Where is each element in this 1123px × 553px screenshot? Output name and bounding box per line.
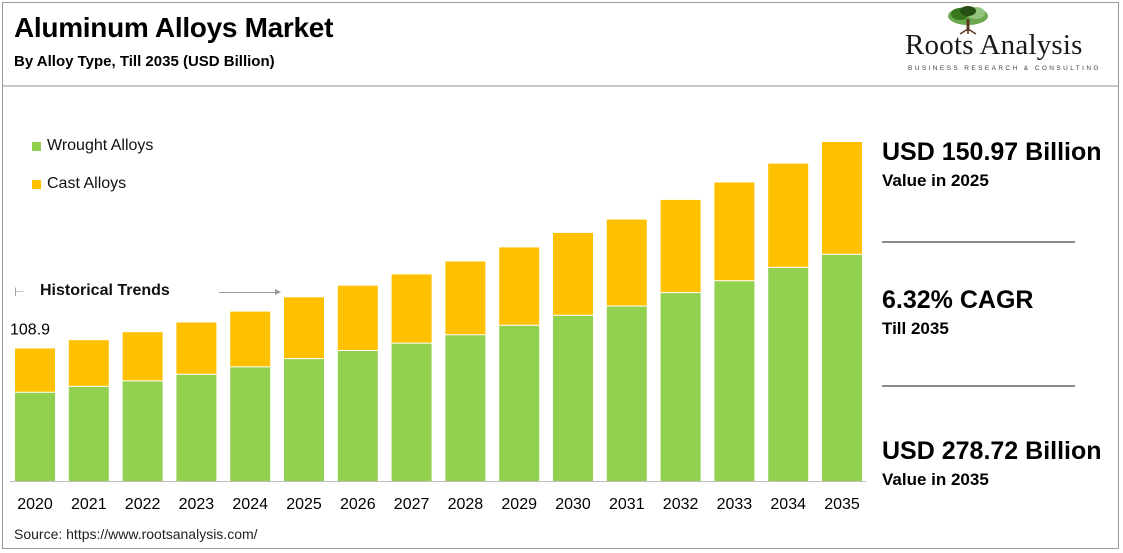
- bar-cast-2032: [660, 199, 701, 293]
- x-tick-label-2028: 2028: [448, 496, 484, 513]
- x-tick-label-2024: 2024: [232, 496, 268, 513]
- stat-value-2035: USD 278.72 Billion: [882, 437, 1102, 465]
- bar-cast-2031: [606, 219, 647, 306]
- x-tick-label-2031: 2031: [609, 496, 645, 513]
- data-labels: 108.9: [10, 322, 50, 339]
- legend-swatch-cast: [32, 179, 41, 189]
- bar-cast-2023: [176, 322, 217, 375]
- stat-caption-2035: Value in 2035: [882, 470, 989, 489]
- bar-cast-2021: [68, 340, 109, 387]
- x-tick-label-2033: 2033: [717, 496, 753, 513]
- x-tick-label-2029: 2029: [501, 496, 537, 513]
- bar-wrought-2020: [15, 392, 55, 481]
- stat-divider-2: [882, 385, 1075, 387]
- stat-block-2035: USD 278.72 Billion Value in 2035: [882, 437, 1102, 490]
- bar-wrought-2024: [230, 366, 271, 481]
- bar-cast-2026: [337, 285, 378, 351]
- bar-wrought-2021: [68, 386, 109, 481]
- legend-item-cast: Cast Alloys: [32, 174, 153, 194]
- bar-wrought-2031: [606, 306, 647, 481]
- bar-wrought-2022: [122, 380, 163, 481]
- stat-value-cagr: 6.32% CAGR: [882, 286, 1034, 314]
- bar-cast-2024: [230, 311, 271, 367]
- x-tick-label-2034: 2034: [770, 496, 806, 513]
- data-label-2020: 108.9: [10, 322, 50, 339]
- stat-caption-cagr: Till 2035: [882, 319, 949, 338]
- bar-wrought-2035: [822, 254, 862, 481]
- x-tick-label-2022: 2022: [125, 496, 161, 513]
- x-tick-label-2025: 2025: [286, 496, 322, 513]
- x-tick-label-2023: 2023: [179, 496, 215, 513]
- tree-icon: [948, 6, 988, 35]
- bar-wrought-2032: [660, 292, 701, 481]
- bar-cast-2033: [714, 182, 755, 281]
- bar-wrought-2034: [768, 267, 809, 481]
- roots-analysis-logo: Roots Analysis BUSINESS RESEARCH & CONSU…: [905, 5, 1110, 77]
- chart-legend: Wrought Alloys Cast Alloys: [32, 136, 153, 212]
- x-tick-label-2026: 2026: [340, 496, 376, 513]
- stat-value-2025: USD 150.97 Billion: [882, 138, 1102, 166]
- historical-start-marker: ⊢: [14, 285, 25, 299]
- stat-block-cagr: 6.32% CAGR Till 2035: [882, 286, 1033, 339]
- bar-cast-2020: [15, 348, 55, 393]
- bar-wrought-2029: [499, 325, 540, 481]
- legend-label-cast: Cast Alloys: [47, 175, 127, 192]
- page-title: Aluminum Alloys Market: [14, 12, 334, 43]
- x-tick-label-2030: 2030: [555, 496, 591, 513]
- bar-wrought-2026: [337, 350, 378, 481]
- logo-tagline: BUSINESS RESEARCH & CONSULTING: [908, 65, 1101, 72]
- stat-block-2025: USD 150.97 Billion Value in 2025: [882, 138, 1102, 191]
- bar-cast-2035: [822, 142, 862, 255]
- stat-caption-2025: Value in 2025: [882, 171, 989, 190]
- header-divider: [3, 85, 1118, 87]
- bar-wrought-2030: [553, 315, 593, 481]
- bar-wrought-2033: [714, 280, 755, 481]
- bar-wrought-2025: [284, 358, 324, 481]
- bar-cast-2034: [768, 163, 809, 268]
- legend-item-wrought: Wrought Alloys: [32, 136, 153, 156]
- bar-cast-2030: [553, 232, 593, 316]
- bar-cast-2027: [391, 274, 432, 344]
- logo-name: Roots Analysis: [905, 29, 1083, 61]
- bar-wrought-2028: [445, 334, 486, 481]
- stat-divider-1: [882, 241, 1075, 243]
- bar-cast-2028: [445, 261, 486, 335]
- bar-cast-2022: [122, 332, 163, 381]
- bar-wrought-2023: [176, 374, 217, 481]
- bar-group: [10, 142, 866, 482]
- bar-cast-2029: [499, 247, 540, 326]
- x-tick-label-2021: 2021: [71, 496, 107, 513]
- x-axis-tick-labels: 2020 2021 2022 2023 2024 2025 2026 2027 2028 2029…: [17, 496, 860, 513]
- bar-wrought-2027: [391, 343, 432, 481]
- bar-cast-2025: [284, 297, 324, 359]
- legend-swatch-wrought: [32, 141, 41, 151]
- x-tick-label-2035: 2035: [824, 496, 860, 513]
- x-tick-label-2032: 2032: [663, 496, 699, 513]
- stacked-bar-chart: 2020 2021 2022 2023 2024 2025 2026 2027 2028 2029…: [10, 142, 866, 513]
- page-subtitle: By Alloy Type, Till 2035 (USD Billion): [14, 53, 275, 70]
- x-tick-label-2027: 2027: [394, 496, 430, 513]
- source-note: Source: https://www.rootsanalysis.com/: [14, 526, 258, 542]
- historical-arrow-icon: [219, 289, 281, 295]
- historical-trends-label: Historical Trends: [40, 282, 170, 299]
- legend-label-wrought: Wrought Alloys: [47, 137, 154, 154]
- x-tick-label-2020: 2020: [17, 496, 53, 513]
